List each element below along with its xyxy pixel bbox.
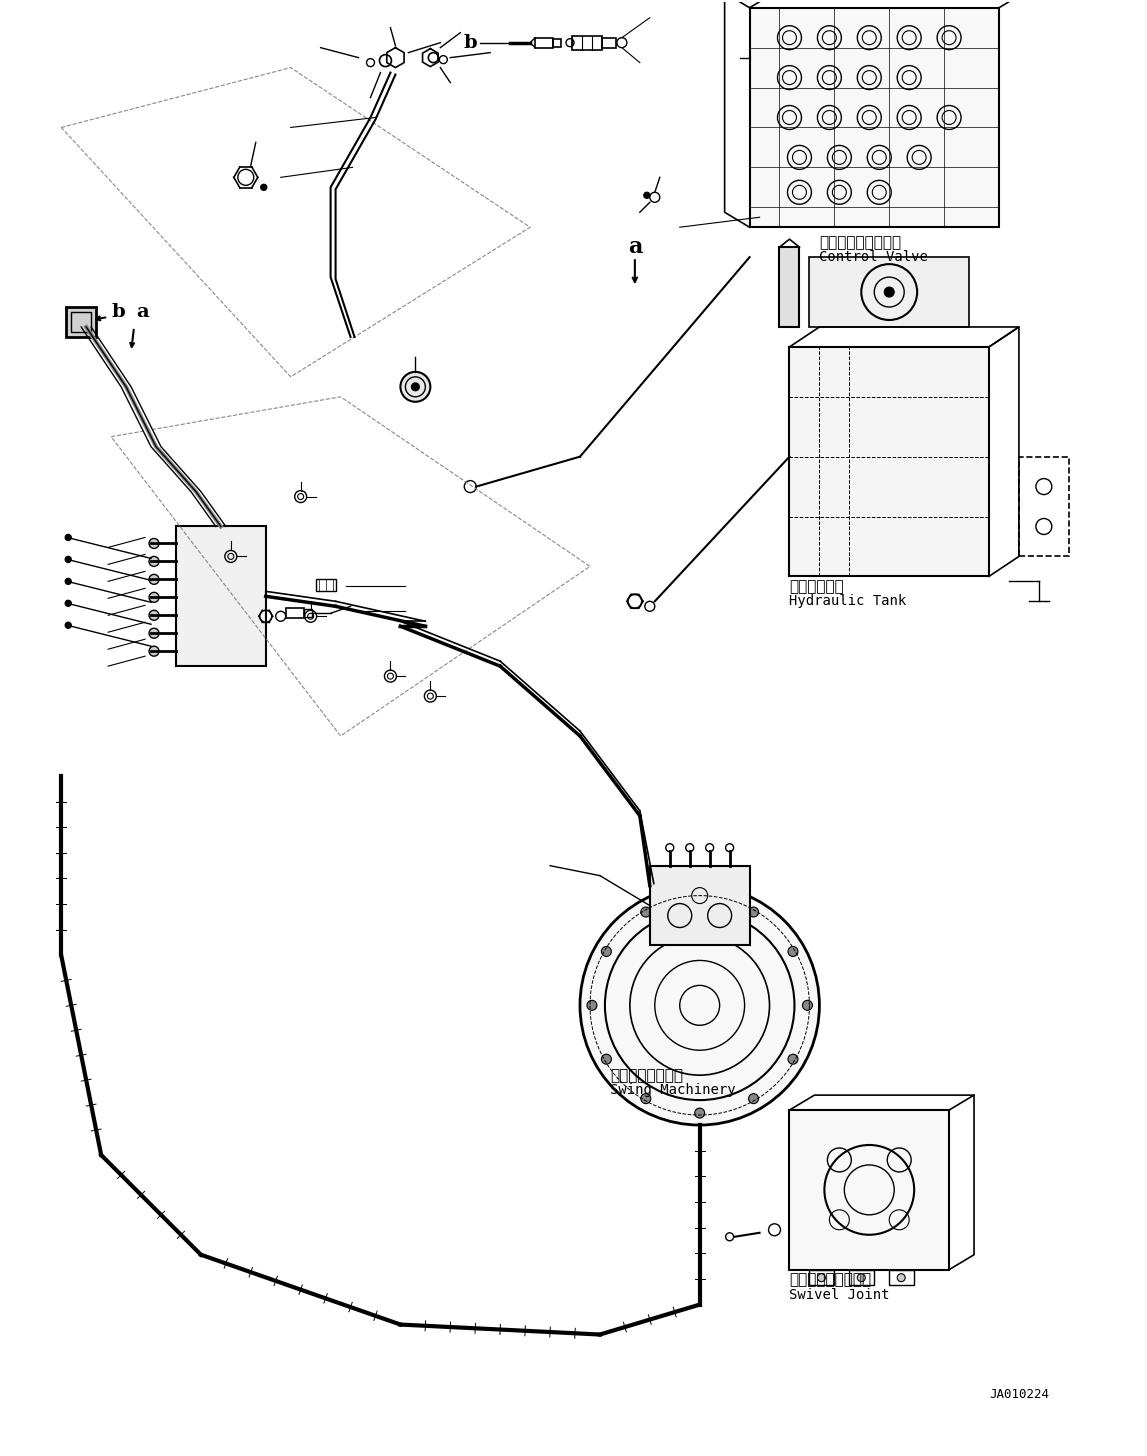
Text: b: b xyxy=(111,303,125,320)
Circle shape xyxy=(601,946,611,957)
Circle shape xyxy=(412,383,420,390)
Circle shape xyxy=(788,1054,798,1064)
Circle shape xyxy=(818,1274,826,1281)
Circle shape xyxy=(857,1274,865,1281)
Bar xyxy=(750,7,999,227)
Text: コントロールバルブ: コントロールバルブ xyxy=(819,234,902,249)
Text: スイングマシナリ: スイングマシナリ xyxy=(610,1067,682,1083)
Circle shape xyxy=(695,1108,704,1118)
Circle shape xyxy=(149,556,159,566)
Circle shape xyxy=(641,907,650,917)
Circle shape xyxy=(149,628,159,638)
Text: JA010224: JA010224 xyxy=(989,1388,1048,1401)
Bar xyxy=(572,36,602,50)
Text: Swivel Joint: Swivel Joint xyxy=(789,1287,890,1302)
Circle shape xyxy=(65,622,71,628)
Bar xyxy=(810,1270,834,1284)
Circle shape xyxy=(65,600,71,606)
Circle shape xyxy=(695,893,704,903)
Circle shape xyxy=(641,1093,650,1104)
Circle shape xyxy=(149,539,159,549)
Bar xyxy=(1019,457,1069,556)
Bar xyxy=(789,347,989,577)
Bar xyxy=(536,38,553,48)
Bar xyxy=(553,39,561,47)
Text: 作動油タンク: 作動油タンク xyxy=(789,579,844,594)
Bar xyxy=(810,258,969,328)
Circle shape xyxy=(587,1000,596,1010)
Text: Hydraulic Tank: Hydraulic Tank xyxy=(789,594,907,609)
Circle shape xyxy=(749,907,758,917)
Circle shape xyxy=(65,578,71,584)
Text: Swing Machinery: Swing Machinery xyxy=(610,1083,735,1098)
Bar xyxy=(780,248,799,328)
Bar xyxy=(650,866,750,945)
Circle shape xyxy=(65,534,71,540)
Circle shape xyxy=(601,1054,611,1064)
Circle shape xyxy=(643,192,650,198)
Bar xyxy=(286,609,304,619)
Circle shape xyxy=(788,946,798,957)
Circle shape xyxy=(803,1000,812,1010)
Circle shape xyxy=(897,1274,905,1281)
Text: スイベルジョイント: スイベルジョイント xyxy=(789,1273,872,1287)
Text: a: a xyxy=(136,303,149,320)
Circle shape xyxy=(65,556,71,562)
Circle shape xyxy=(260,185,267,191)
Circle shape xyxy=(149,593,159,603)
Bar xyxy=(175,527,266,667)
Circle shape xyxy=(884,287,895,297)
Bar xyxy=(71,312,91,332)
Bar xyxy=(849,1270,874,1284)
Text: Control Valve: Control Valve xyxy=(819,250,928,264)
Circle shape xyxy=(580,885,819,1125)
Bar xyxy=(789,1109,949,1270)
Circle shape xyxy=(149,646,159,657)
Bar xyxy=(304,609,312,617)
Bar xyxy=(602,38,616,48)
Circle shape xyxy=(749,1093,758,1104)
Bar xyxy=(67,307,96,336)
Circle shape xyxy=(149,610,159,620)
Bar xyxy=(315,579,336,591)
Circle shape xyxy=(149,574,159,584)
Bar xyxy=(889,1270,914,1284)
Circle shape xyxy=(400,371,430,402)
Text: a: a xyxy=(627,236,642,258)
Text: b: b xyxy=(463,33,477,51)
